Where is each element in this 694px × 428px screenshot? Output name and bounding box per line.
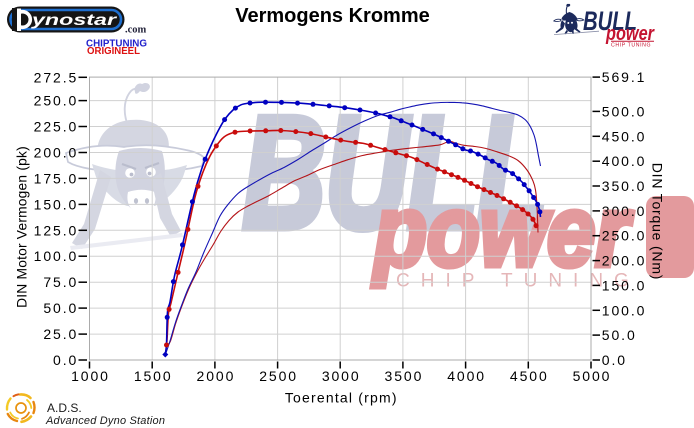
- svg-text:1500: 1500: [134, 368, 173, 384]
- svg-text:Vermogens Kromme: Vermogens Kromme: [235, 5, 430, 27]
- svg-text:100.0: 100.0: [602, 302, 647, 318]
- svg-text:500.0: 500.0: [602, 103, 647, 119]
- svg-text:250.0: 250.0: [602, 228, 647, 244]
- svg-text:BULL: BULL: [583, 6, 637, 36]
- svg-text:225.0: 225.0: [34, 119, 79, 135]
- svg-text:DIN Torque (Nm): DIN Torque (Nm): [650, 163, 666, 281]
- svg-text:.com: .com: [125, 25, 147, 36]
- svg-text:100.0: 100.0: [34, 248, 79, 264]
- svg-text:ynostar: ynostar: [31, 12, 118, 29]
- svg-text:75.0: 75.0: [43, 274, 78, 290]
- svg-text:569.1: 569.1: [602, 69, 647, 85]
- svg-text:power: power: [371, 176, 633, 288]
- svg-text:3500: 3500: [385, 368, 424, 384]
- svg-text:5000: 5000: [573, 368, 612, 384]
- svg-text:350.0: 350.0: [602, 178, 647, 194]
- svg-text:3000: 3000: [322, 368, 361, 384]
- svg-text:300.0: 300.0: [602, 203, 647, 219]
- svg-text:2500: 2500: [259, 368, 298, 384]
- svg-text:175.0: 175.0: [34, 170, 79, 186]
- svg-text:150.0: 150.0: [34, 196, 79, 212]
- svg-text:4000: 4000: [447, 368, 486, 384]
- svg-text:0.0: 0.0: [602, 352, 627, 368]
- svg-text:power: power: [605, 22, 655, 45]
- svg-text:BULL: BULL: [243, 85, 547, 261]
- svg-text:250.0: 250.0: [34, 93, 79, 109]
- svg-text:A.D.S.: A.D.S.: [47, 401, 82, 415]
- svg-text:Advanced Dyno Station: Advanced Dyno Station: [45, 415, 165, 427]
- svg-text:CHIPTUNING: CHIPTUNING: [86, 39, 147, 50]
- svg-text:200.0: 200.0: [34, 145, 79, 161]
- svg-text:0.0: 0.0: [53, 352, 78, 368]
- svg-text:450.0: 450.0: [602, 128, 647, 144]
- svg-text:50.0: 50.0: [43, 300, 78, 316]
- svg-text:200.0: 200.0: [602, 253, 647, 269]
- svg-text:400.0: 400.0: [602, 153, 647, 169]
- svg-text:1000: 1000: [71, 368, 110, 384]
- svg-text:25.0: 25.0: [43, 326, 78, 342]
- svg-text:272.5: 272.5: [34, 69, 79, 85]
- svg-text:CHIP TUNING: CHIP TUNING: [611, 43, 651, 49]
- svg-text:2000: 2000: [197, 368, 236, 384]
- svg-text:150.0: 150.0: [602, 277, 647, 293]
- svg-text:CHIP TUNING: CHIP TUNING: [396, 271, 640, 292]
- svg-text:ORIGINEEL: ORIGINEEL: [87, 46, 140, 57]
- svg-text:DIN Motor Vermogen (pk): DIN Motor Vermogen (pk): [15, 146, 30, 308]
- svg-text:4500: 4500: [510, 368, 549, 384]
- svg-text:50.0: 50.0: [602, 327, 637, 343]
- svg-text:Toerental (rpm): Toerental (rpm): [285, 389, 398, 405]
- svg-text:125.0: 125.0: [34, 222, 79, 238]
